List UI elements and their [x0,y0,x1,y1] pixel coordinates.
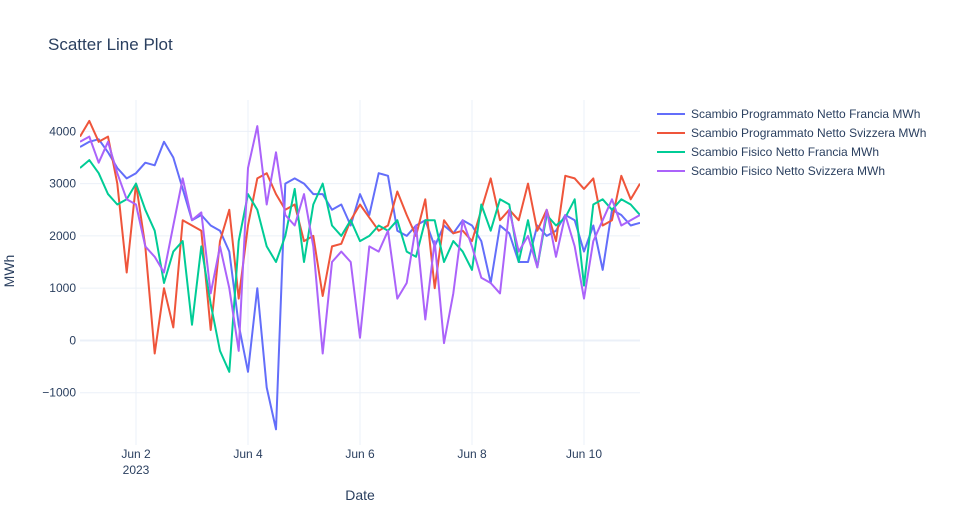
series-line-4 [80,125,640,355]
legend-item[interactable]: Scambio Fisico Netto Francia MWh [657,145,879,159]
y-axis-title: MWh [1,255,17,288]
legend[interactable]: Scambio Programmato Netto Francia MWh Sca… [657,107,926,178]
y-tick-label: 2000 [49,229,76,243]
chart-title: Scatter Line Plot [48,35,173,54]
plot-area [80,119,640,431]
y-tick-label: −1000 [42,386,76,400]
legend-label: Scambio Programmato Netto Svizzera MWh [691,126,926,140]
x-tick-label: Jun 8 [457,447,487,461]
y-tick-label: 3000 [49,177,76,191]
x-tick-label: Jun 4 [233,447,263,461]
x-tick-label: Jun 6 [345,447,375,461]
x-tick-label: Jun 10 [566,447,602,461]
legend-label: Scambio Fisico Netto Svizzera MWh [691,164,885,178]
grid [80,100,640,445]
x-tick-year-label: 2023 [123,463,150,477]
legend-item[interactable]: Scambio Programmato Netto Svizzera MWh [657,126,926,140]
y-tick-label: 0 [69,333,76,347]
x-tick-label: Jun 2 [121,447,151,461]
y-tick-label: 4000 [49,124,76,138]
legend-label: Scambio Programmato Netto Francia MWh [691,107,920,121]
y-tick-label: 1000 [49,281,76,295]
series-line-1 [80,138,640,431]
legend-label: Scambio Fisico Netto Francia MWh [691,145,879,159]
x-axis-title: Date [345,487,375,503]
x-axis: Jun 2 Jun 4 Jun 6 Jun 8 Jun 10 2023 [121,447,602,477]
legend-item[interactable]: Scambio Programmato Netto Francia MWh [657,107,920,121]
y-axis: −1000 0 1000 2000 3000 4000 [42,124,76,399]
legend-item[interactable]: Scambio Fisico Netto Svizzera MWh [657,164,885,178]
